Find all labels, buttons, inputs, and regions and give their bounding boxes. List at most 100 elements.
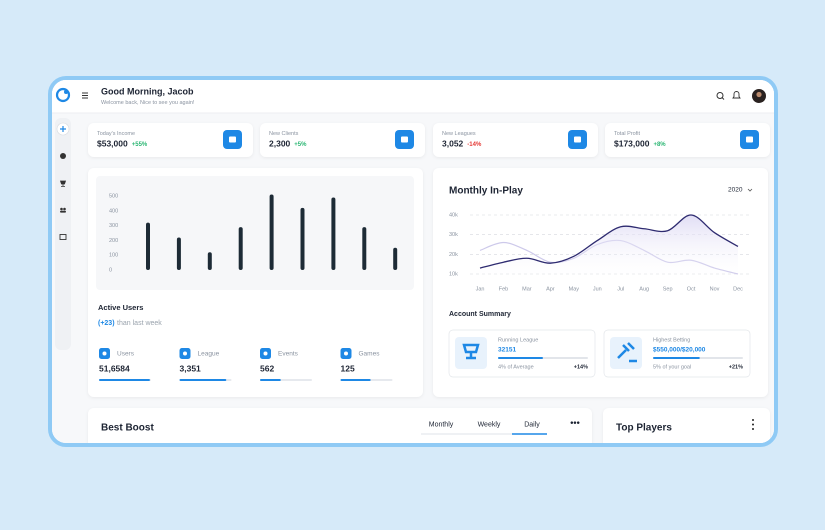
icon-glyph [102,351,107,356]
summary-value: $550,000/$20,000 [653,347,706,354]
kebab-dot[interactable] [752,423,754,426]
metric-label: Users [117,351,135,358]
stat-change: +5% [294,142,307,148]
card [603,408,770,443]
stat-change: -14% [467,142,482,148]
line [479,214,739,269]
x-tick-label: Dec [733,286,743,292]
icon-glyph [401,136,408,143]
kebab-dot[interactable] [752,428,754,430]
icon-glyph [746,136,753,143]
progress-fill [340,379,371,381]
y-tick-label: 400 [109,208,118,214]
chart-title: Monthly In-Play [449,186,523,197]
icon-glyph [183,351,187,356]
area-fill [480,214,738,281]
tab[interactable]: Daily [524,421,540,428]
y-tick-label: 10k [449,271,458,277]
y-tick-label: 300 [109,223,118,229]
stat-value: 3,052 [442,138,464,148]
tab[interactable]: Weekly [478,421,501,428]
sidebar [55,118,71,350]
card [260,123,425,157]
more-menu[interactable]: ••• [570,417,579,427]
change: (+23) [98,320,115,327]
subtitle: Welcome back, Nice to see you again! [101,100,195,106]
bar [269,194,274,270]
y-tick-label: 200 [109,238,118,244]
nav-users[interactable] [60,207,66,213]
y-tick-label: 0 [109,267,112,273]
card [605,123,770,157]
progress-fill [498,357,543,359]
summary-note: 5% of your goal [653,364,691,370]
card [88,408,592,443]
nav-calendar[interactable] [59,234,67,240]
summary-change: +14% [574,364,588,370]
summary-label: Running League [498,337,538,343]
x-tick-label: Apr [546,286,555,292]
bar [238,227,243,270]
progress-fill [260,379,281,381]
stat-value: $173,000 [614,138,650,148]
metric-label: Events [278,351,299,358]
y-tick-label: 500 [109,193,118,199]
summary-value: 32151 [498,347,516,354]
x-tick-label: Nov [710,286,720,292]
metric-label: Games [359,351,381,358]
x-tick-label: May [569,286,580,292]
stat-label: New Clients [269,131,299,137]
year-select[interactable]: 2020 [728,187,743,194]
stat-value: 2,300 [269,138,291,148]
change-note: than last week [117,320,162,327]
x-tick-label: Jun [593,286,602,292]
bar [300,207,305,270]
icon-glyph [229,136,236,143]
progress-fill [179,379,227,381]
icon-glyph [617,342,637,363]
stat-change: +55% [132,142,148,148]
bar [331,197,336,270]
y-tick-label: 20k [449,252,458,258]
bar [146,222,150,270]
y-tick-label: 100 [109,253,118,259]
progress-fill [99,379,150,381]
icon-glyph [462,343,480,360]
icon-glyph [344,351,348,356]
logo [55,87,71,103]
menu-icon[interactable] [82,92,88,99]
kebab-dot[interactable] [752,419,754,421]
stat-label: Today's Income [97,131,135,137]
section-title: Account Summary [449,311,511,318]
x-tick-label: Mar [522,286,532,292]
nav-globe[interactable] [60,153,66,159]
tab[interactable]: Monthly [429,421,454,428]
bar [393,247,398,270]
summary-icon-bg [610,337,642,369]
card [88,123,253,157]
stat-label: Total Profit [614,131,640,137]
icon-glyph [263,351,268,356]
bar [207,252,212,270]
metric-label: League [198,351,220,358]
stat-value: $53,000 [97,138,128,148]
stat-change: +8% [653,142,666,148]
section-title: Active Users [98,303,143,312]
x-tick-label: Sep [663,286,673,292]
bell-icon[interactable] [732,91,741,99]
section-title: Top Players [616,423,672,434]
nav-trophy[interactable] [59,180,67,187]
y-tick-label: 30k [449,232,458,238]
y-tick-label: 40k [449,212,458,218]
summary-note: 4% of Average [498,364,534,370]
x-tick-label: Jan [476,286,485,292]
icon-glyph [574,136,581,143]
bar [362,227,367,270]
x-tick-label: Aug [639,286,649,292]
x-tick-label: Oct [687,286,696,292]
x-tick-label: Feb [499,286,508,292]
search-icon[interactable] [716,92,725,100]
header-bar [52,80,774,113]
